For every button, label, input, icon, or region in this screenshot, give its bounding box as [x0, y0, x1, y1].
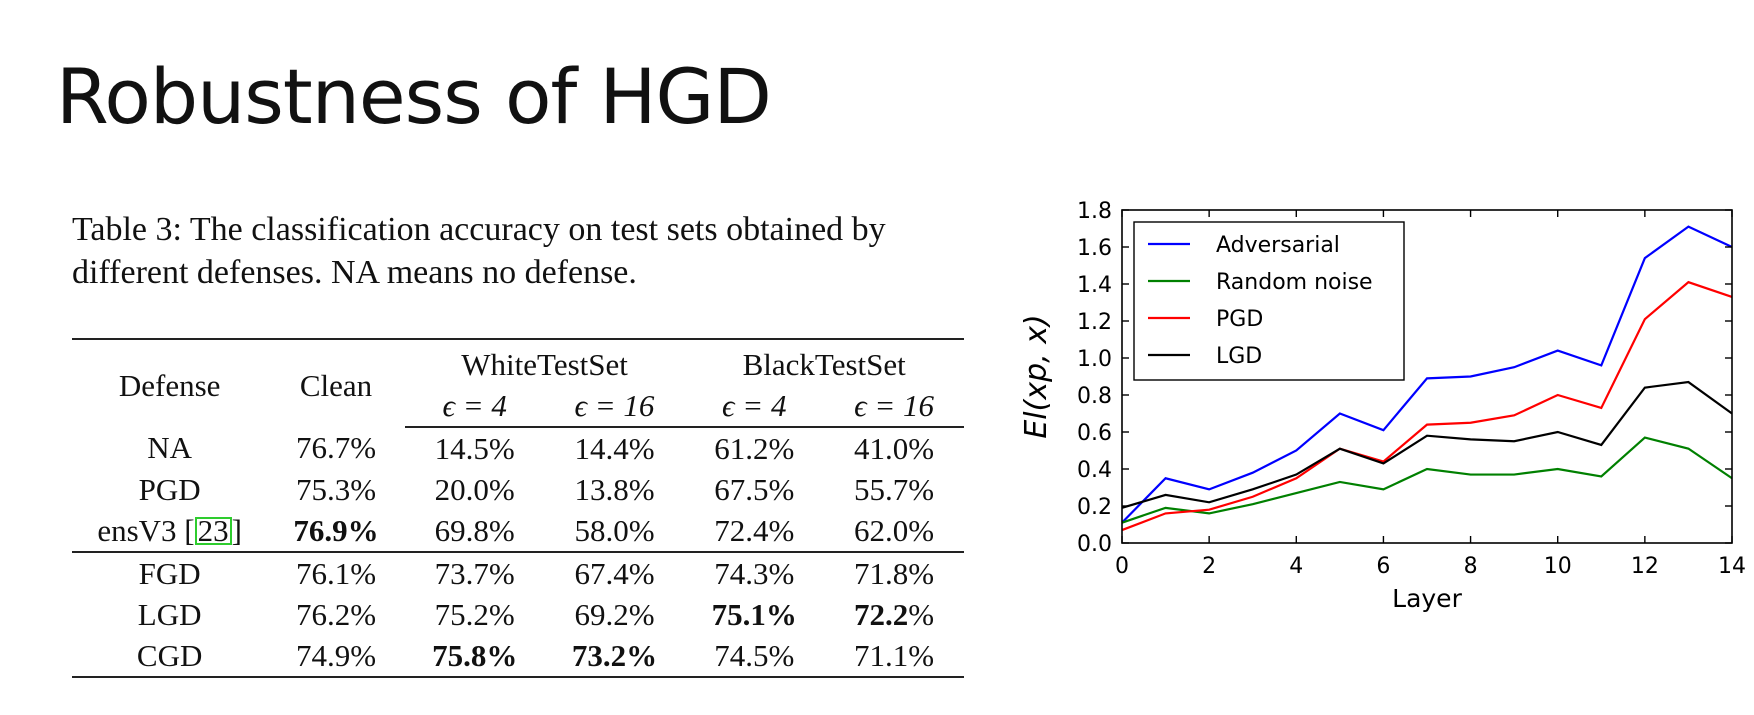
bold-value: 75.1%: [711, 596, 797, 632]
header-white-eps4: ϵ = 4: [404, 385, 545, 428]
cell-black-eps4: 74.5%: [684, 635, 825, 678]
y-tick-label: 1.8: [1077, 199, 1112, 224]
header-white: WhiteTestSet: [404, 338, 685, 385]
percent-sign: %: [908, 596, 935, 632]
header-clean: Clean: [267, 338, 405, 427]
legend-label: LGD: [1216, 344, 1262, 369]
cell-black-eps4: 67.5%: [714, 471, 795, 507]
cell-defense: LGD: [137, 596, 202, 632]
x-tick-label: 4: [1289, 554, 1303, 579]
results-table-container: Defense Clean WhiteTestSet BlackTestSet …: [72, 338, 964, 678]
caption-line-2: different defenses. NA means no defense.: [72, 254, 637, 291]
header-defense: Defense: [72, 338, 268, 427]
y-tick-label: 0.0: [1077, 532, 1112, 557]
x-axis-label: Layer: [1392, 584, 1462, 613]
citation-link[interactable]: 23: [194, 515, 232, 546]
cell-white-eps16: 13.8%: [574, 471, 655, 507]
cell-black-eps16: 62.0%: [824, 510, 964, 553]
legend-label: Random noise: [1216, 270, 1373, 295]
cell-defense: CGD: [72, 635, 268, 678]
bold-value: 76.9%: [293, 512, 379, 548]
y-tick-label: 0.2: [1077, 495, 1112, 520]
x-tick-label: 6: [1376, 554, 1390, 579]
y-tick-label: 1.6: [1077, 236, 1112, 261]
cell-black-eps16: 55.7%: [854, 471, 935, 507]
cell-black-eps4: 74.3%: [714, 555, 795, 591]
cell-white-eps16: 58.0%: [544, 510, 685, 553]
header-white-eps16: ϵ = 16: [544, 385, 685, 428]
y-tick-label: 1.0: [1077, 347, 1112, 372]
x-tick-label: 2: [1202, 554, 1216, 579]
cell-black-eps16: 71.8%: [854, 555, 935, 591]
cell-black-eps16: 72.2%: [824, 594, 964, 635]
caption-line-1: Table 3: The classification accuracy on …: [72, 211, 886, 248]
cell-white-eps4: 14.5%: [434, 430, 515, 466]
slide-title: Robustness of HGD: [56, 52, 772, 141]
cell-black-eps4: 72.4%: [684, 510, 825, 553]
cell-clean: 76.7%: [295, 430, 377, 465]
layer-distance-chart: 0 2 4 6 8 10 12 14 0.0 0.2 0.4 0.6 0.8 1.0 1.2 1.4 1.6 1.…: [1010, 190, 1750, 690]
defense-name: ensV3 [: [97, 512, 195, 548]
series-line-lgd: [1121, 380, 1733, 509]
table-row: LGD 76.2% 75.2% 69.2% 75.1% 72.2%: [72, 594, 964, 635]
cell-clean: 76.2%: [295, 596, 377, 632]
x-tick-label: 0: [1115, 554, 1129, 579]
cell-defense: PGD: [138, 471, 201, 507]
series-line-random-noise: [1121, 436, 1733, 524]
header-black: BlackTestSet: [684, 338, 964, 385]
cell-white-eps16: 73.2%: [544, 635, 685, 678]
cell-black-eps16: 71.1%: [824, 635, 964, 678]
cell-white-eps4: 75.2%: [434, 596, 515, 632]
cell-white-eps4: 20.0%: [434, 471, 515, 507]
table-row: FGD 76.1% 73.7% 67.4% 74.3% 71.8%: [72, 552, 964, 594]
results-table: Defense Clean WhiteTestSet BlackTestSet …: [72, 338, 964, 678]
bold-value: 72.2: [854, 596, 909, 632]
table-row: NA 76.7% 14.5% 14.4% 61.2% 41.0%: [72, 427, 964, 469]
header-black-eps4: ϵ = 4: [684, 385, 825, 428]
cell-white-eps16: 69.2%: [574, 596, 655, 632]
table-row: ensV3 [23] 76.9% 69.8% 58.0% 72.4% 62.0%: [72, 510, 964, 553]
cell-white-eps4: 69.8%: [404, 510, 545, 553]
table-row: CGD 74.9% 75.8% 73.2% 74.5% 71.1%: [72, 635, 964, 678]
x-tick-label: 14: [1718, 554, 1746, 579]
y-tick-label: 0.4: [1077, 458, 1112, 483]
bold-value: 75.8%: [432, 637, 518, 673]
legend-label: PGD: [1216, 307, 1263, 332]
cell-defense: FGD: [138, 555, 201, 591]
table-caption: Table 3: The classification accuracy on …: [72, 208, 972, 294]
cell-defense: ensV3 [23]: [72, 510, 268, 553]
series-line-adversarial: [1121, 225, 1733, 524]
line-chart-svg: 0 2 4 6 8 10 12 14 0.0 0.2 0.4 0.6 0.8 1.0 1.2 1.4 1.6 1.…: [1019, 199, 1746, 613]
header-black-eps16: ϵ = 16: [824, 385, 964, 428]
citation-bracket: ]: [231, 512, 242, 548]
y-tick-label: 0.8: [1077, 384, 1112, 409]
cell-white-eps4: 73.7%: [434, 555, 515, 591]
cell-white-eps16: 67.4%: [574, 555, 655, 591]
legend-label: Adversarial: [1216, 233, 1340, 258]
table-row: PGD 75.3% 20.0% 13.8% 67.5% 55.7%: [72, 469, 964, 510]
cell-black-eps4: 75.1%: [684, 594, 824, 635]
cell-white-eps4: 75.8%: [404, 635, 545, 678]
bold-value: 73.2%: [571, 637, 658, 673]
cell-clean: 76.1%: [295, 555, 377, 591]
cell-clean: 75.3%: [295, 471, 377, 507]
x-tick-label: 10: [1544, 554, 1572, 579]
plot-frame: [1121, 209, 1733, 544]
cell-clean: 74.9%: [267, 635, 405, 678]
y-axis-label: El(xp, x): [1019, 314, 1054, 438]
cell-white-eps16: 14.4%: [574, 430, 655, 466]
y-tick-label: 1.2: [1077, 310, 1112, 335]
x-tick-label: 12: [1631, 554, 1659, 579]
cell-black-eps4: 61.2%: [714, 430, 795, 466]
cell-defense: NA: [147, 430, 193, 465]
series-line-pgd: [1121, 280, 1733, 532]
legend-box: [1133, 221, 1405, 381]
y-tick-label: 1.4: [1077, 273, 1112, 298]
cell-clean: 76.9%: [267, 510, 405, 553]
x-tick-label: 8: [1464, 554, 1478, 579]
cell-black-eps16: 41.0%: [854, 430, 935, 466]
y-tick-label: 0.6: [1077, 421, 1112, 446]
